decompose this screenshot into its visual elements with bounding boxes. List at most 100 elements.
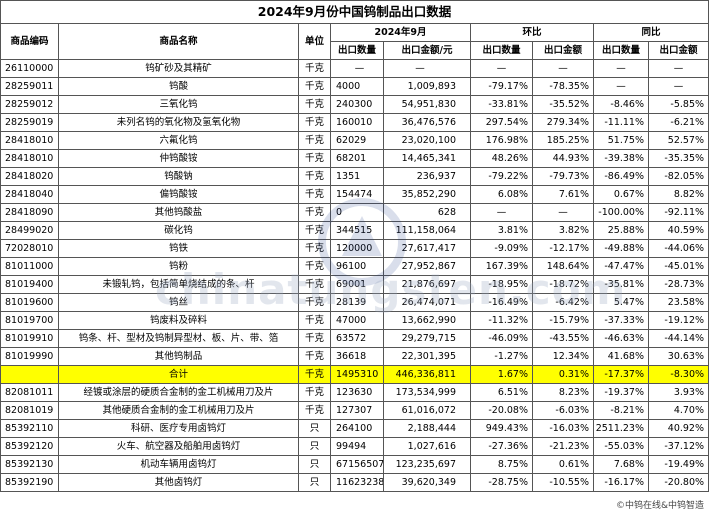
cell-mom-qty: -79.22% [470, 167, 533, 186]
header-amount: 出口金额/元 [383, 41, 471, 60]
cell-unit: 千克 [298, 329, 331, 348]
cell-code: 85392190 [0, 473, 59, 492]
cell-code: 81019910 [0, 329, 59, 348]
cell-amount: 61,016,072 [383, 401, 471, 420]
cell-code: 26110000 [0, 59, 59, 78]
header-code: 商品编码 [0, 23, 59, 60]
cell-amount: 111,158,064 [383, 221, 471, 240]
cell-name: 钨条、杆、型材及钨制异型材、板、片、带、箔 [58, 329, 299, 348]
cell-qty: 154474 [330, 185, 384, 204]
cell-mom-qty: 949.43% [470, 419, 533, 438]
cell-unit: 千克 [298, 95, 331, 114]
cell-mom-qty: 3.81% [470, 221, 533, 240]
cell-yoy-amt: -45.01% [647, 257, 710, 276]
cell-name: 钨矿砂及其精矿 [58, 59, 299, 78]
cell-yoy-amt: -5.85% [647, 95, 710, 114]
cell-mom-amt: 3.82% [532, 221, 594, 240]
table-row: 81019400 未锻轧钨，包括简单烧结成的条、杆 千克 69001 21,876,69… [0, 275, 710, 294]
table-row: 28418010 六氟化钨 千克 62029 23,020,100 176.98% 185.… [0, 131, 710, 150]
cell-mom-amt: -78.35% [532, 77, 594, 96]
cell-amount: 27,617,417 [383, 239, 471, 258]
table-title: 2024年9月份中国钨制品出口数据 [0, 0, 710, 24]
cell-amount: 35,852,290 [383, 185, 471, 204]
cell-code: 28499020 [0, 221, 59, 240]
cell-mom-amt: 7.61% [532, 185, 594, 204]
cell-mom-qty: — [470, 203, 533, 222]
cell-qty: 1351 [330, 167, 384, 186]
header-yoy-amt: 出口金额 [647, 41, 710, 60]
cell-name: 机动车辆用卤钨灯 [58, 455, 299, 474]
cell-name: 钨丝 [58, 293, 299, 312]
table-row: 85392110 科研、医疗专用卤钨灯只 264100 2,188,444 949.43… [0, 419, 710, 438]
cell-amount: 236,937 [383, 167, 471, 186]
cell-unit: 千克 [298, 383, 331, 402]
cell-yoy-amt: 8.82% [647, 185, 710, 204]
cell-yoy-qty: -55.03% [593, 437, 649, 456]
cell-name: 钨铁 [58, 239, 299, 258]
cell-yoy-amt: 3.93% [647, 383, 710, 402]
cell-mom-amt: 44.93% [532, 149, 594, 168]
cell-name: 六氟化钨 [58, 131, 299, 150]
cell-yoy-amt: -44.14% [647, 329, 710, 348]
cell-yoy-qty: 51.75% [593, 131, 649, 150]
cell-mom-amt: -21.23% [532, 437, 594, 456]
cell-mom-qty: -27.36% [470, 437, 533, 456]
cell-yoy-qty: 2511.23% [593, 419, 649, 438]
cell-mom-amt: -10.55% [532, 473, 594, 492]
cell-mom-amt: -43.55% [532, 329, 594, 348]
cell-mom-qty: -16.49% [470, 293, 533, 312]
header-mom-qty: 出口数量 [470, 41, 533, 60]
table-row: 28499020 碳化钨 千克 344515 111,158,064 3.81% 3.82%… [0, 221, 710, 240]
cell-code: 81019700 [0, 311, 59, 330]
cell-code [0, 365, 59, 384]
cell-mom-amt: — [532, 59, 594, 78]
cell-name: 其他钨酸盐 [58, 203, 299, 222]
cell-qty: 62029 [330, 131, 384, 150]
cell-unit: 只 [298, 455, 331, 474]
cell-amount: 173,534,999 [383, 383, 471, 402]
cell-unit: 千克 [298, 275, 331, 294]
cell-code: 82081019 [0, 401, 59, 420]
cell-name: 仲钨酸铵 [58, 149, 299, 168]
cell-code: 72028010 [0, 239, 59, 258]
cell-mom-qty: 1.67% [470, 365, 533, 384]
cell-unit: 千克 [298, 77, 331, 96]
cell-code: 81019400 [0, 275, 59, 294]
cell-qty: 0 [330, 203, 384, 222]
cell-yoy-qty: 25.88% [593, 221, 649, 240]
cell-code: 85392130 [0, 455, 59, 474]
cell-code: 28259019 [0, 113, 59, 132]
table-row: 72028010 钨铁 千克 120000 27,617,417 -9.09% -12.17… [0, 239, 710, 258]
cell-amount: 1,027,616 [383, 437, 471, 456]
cell-amount: 54,951,830 [383, 95, 471, 114]
cell-code: 28259011 [0, 77, 59, 96]
cell-unit: 千克 [298, 293, 331, 312]
cell-unit: 千克 [298, 185, 331, 204]
cell-yoy-qty: 0.67% [593, 185, 649, 204]
cell-yoy-amt: -19.49% [647, 455, 710, 474]
cell-code: 28259012 [0, 95, 59, 114]
cell-qty: 264100 [330, 419, 384, 438]
cell-amount: 26,474,071 [383, 293, 471, 312]
cell-code: 28418040 [0, 185, 59, 204]
cell-mom-qty: — [470, 59, 533, 78]
cell-unit: 千克 [298, 113, 331, 132]
cell-qty: 4000 [330, 77, 384, 96]
cell-yoy-qty: -46.63% [593, 329, 649, 348]
cell-yoy-amt: — [647, 77, 710, 96]
cell-mom-amt: -12.17% [532, 239, 594, 258]
cell-code: 81011000 [0, 257, 59, 276]
cell-qty: 99494 [330, 437, 384, 456]
cell-yoy-qty: 41.68% [593, 347, 649, 366]
cell-unit: 千克 [298, 149, 331, 168]
cell-amount: 446,336,811 [383, 365, 471, 384]
cell-mom-qty: -79.17% [470, 77, 533, 96]
cell-name: 钨酸钠 [58, 167, 299, 186]
cell-qty: 240300 [330, 95, 384, 114]
cell-qty: — [330, 59, 384, 78]
cell-mom-amt: 8.23% [532, 383, 594, 402]
cell-name: 三氧化钨 [58, 95, 299, 114]
cell-code: 28418090 [0, 203, 59, 222]
cell-mom-amt: 0.61% [532, 455, 594, 474]
cell-yoy-qty: -49.88% [593, 239, 649, 258]
